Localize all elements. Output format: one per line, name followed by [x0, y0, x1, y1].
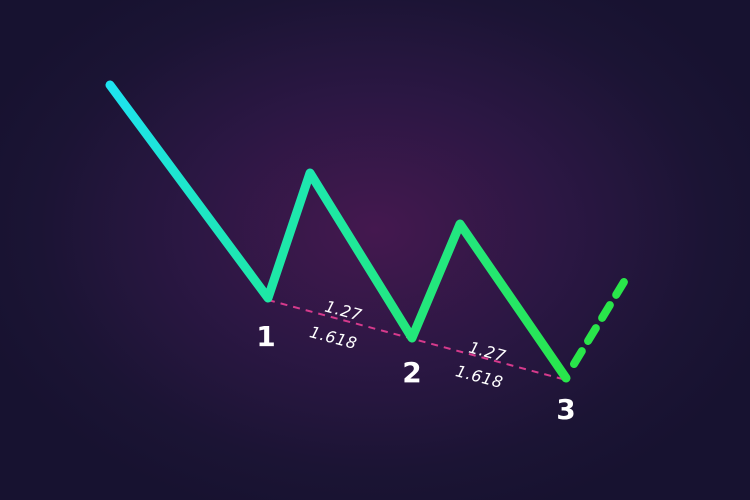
ratio-label-top-2: 1.27	[467, 338, 509, 366]
point-label-3: 3	[556, 393, 575, 426]
point-label-2: 2	[402, 356, 421, 389]
ratio-label-bottom-1: 1.618	[308, 322, 360, 353]
ratio-label-bottom-2: 1.618	[454, 361, 506, 392]
projection-line-dashed	[570, 273, 631, 368]
price-wave-line	[105, 80, 571, 383]
point-label-1: 1	[256, 320, 275, 353]
